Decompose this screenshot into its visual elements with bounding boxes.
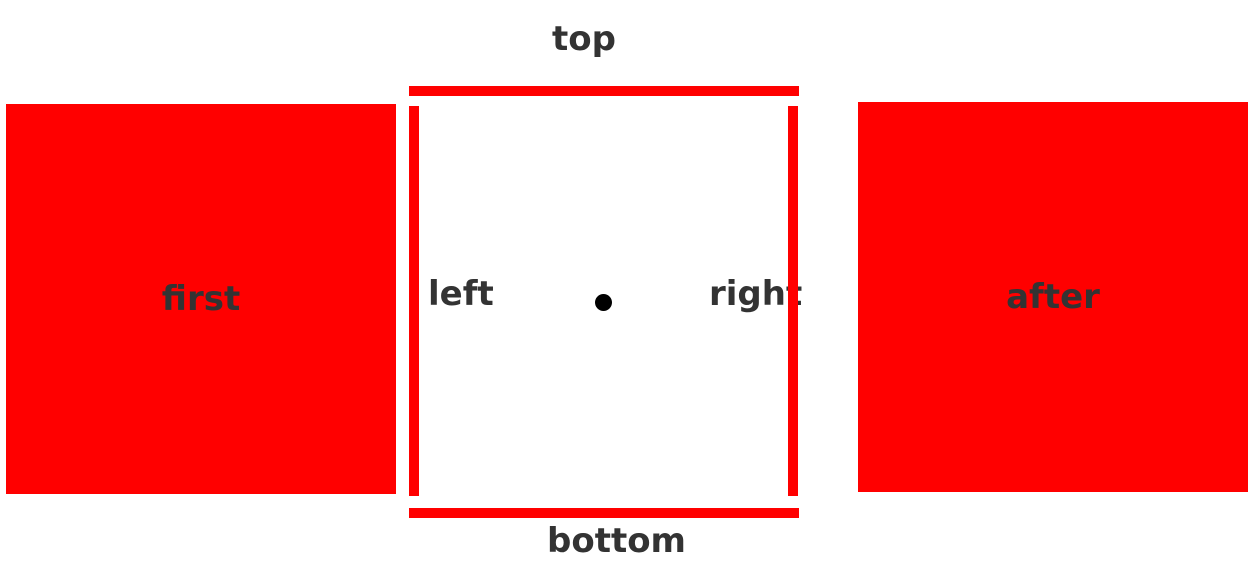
right-label: right [709, 274, 803, 314]
right-border-bar [788, 106, 798, 496]
top-label: top [552, 19, 616, 59]
left-border-bar [409, 106, 419, 496]
first-block-label: first [161, 279, 241, 319]
after-block-label: after [1006, 277, 1100, 317]
center-dot [595, 294, 612, 311]
after-block: after [858, 102, 1248, 492]
top-border-bar [409, 86, 799, 96]
bottom-label: bottom [547, 521, 686, 561]
bottom-border-bar [409, 508, 799, 518]
first-block: first [6, 104, 396, 494]
left-label: left [428, 274, 494, 314]
